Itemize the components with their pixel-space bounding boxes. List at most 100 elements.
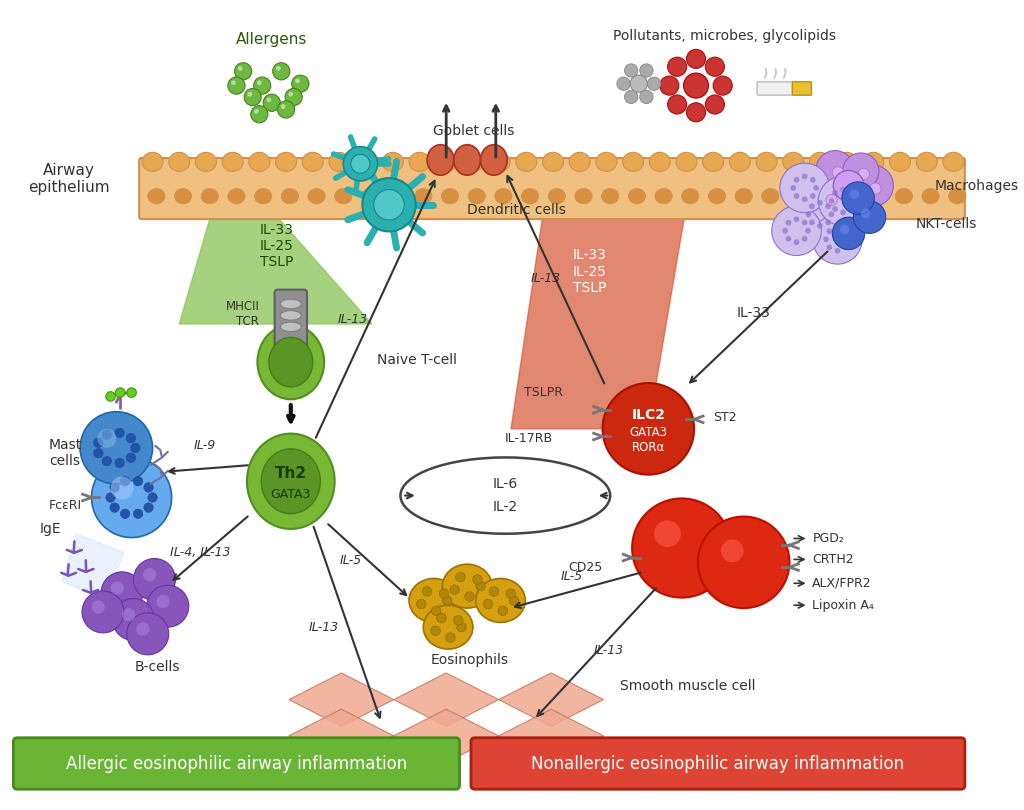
- Circle shape: [110, 503, 120, 513]
- Ellipse shape: [281, 322, 301, 331]
- Text: RORα: RORα: [632, 441, 665, 454]
- Circle shape: [147, 492, 158, 502]
- Polygon shape: [179, 160, 372, 324]
- Circle shape: [805, 228, 811, 233]
- Circle shape: [833, 217, 864, 249]
- Circle shape: [632, 498, 731, 598]
- Circle shape: [846, 237, 852, 242]
- Ellipse shape: [895, 189, 912, 204]
- Circle shape: [143, 483, 154, 492]
- Circle shape: [272, 62, 290, 80]
- Circle shape: [840, 225, 850, 234]
- Circle shape: [721, 539, 743, 562]
- Circle shape: [476, 582, 485, 591]
- Text: MHCII
TCR: MHCII TCR: [225, 301, 259, 328]
- Ellipse shape: [842, 189, 859, 204]
- Ellipse shape: [415, 189, 432, 204]
- Circle shape: [295, 79, 300, 83]
- Circle shape: [684, 73, 709, 98]
- Circle shape: [809, 220, 815, 225]
- Circle shape: [706, 95, 724, 114]
- Circle shape: [465, 592, 474, 601]
- Ellipse shape: [543, 152, 563, 172]
- Circle shape: [616, 77, 630, 91]
- Circle shape: [809, 177, 849, 217]
- Text: FcεRI: FcεRI: [48, 499, 81, 512]
- Ellipse shape: [436, 152, 457, 172]
- Text: IL-17RB: IL-17RB: [505, 432, 553, 445]
- Text: IL-2: IL-2: [493, 500, 518, 514]
- Text: ILC2: ILC2: [632, 408, 666, 423]
- Polygon shape: [394, 709, 499, 762]
- Circle shape: [244, 88, 261, 105]
- Text: IL-9: IL-9: [194, 440, 216, 453]
- Circle shape: [828, 198, 835, 204]
- Ellipse shape: [255, 189, 271, 204]
- Text: IgE: IgE: [40, 522, 61, 536]
- Ellipse shape: [275, 152, 297, 172]
- Circle shape: [289, 92, 293, 96]
- Circle shape: [113, 599, 155, 641]
- Ellipse shape: [815, 189, 833, 204]
- Ellipse shape: [489, 152, 510, 172]
- Circle shape: [254, 109, 259, 113]
- Circle shape: [254, 77, 270, 94]
- Circle shape: [706, 58, 724, 76]
- Circle shape: [654, 520, 681, 547]
- Circle shape: [362, 178, 416, 232]
- Circle shape: [713, 76, 732, 95]
- Circle shape: [647, 77, 660, 91]
- Ellipse shape: [890, 152, 910, 172]
- Circle shape: [102, 456, 112, 466]
- Circle shape: [640, 90, 653, 104]
- Text: IL-33
IL-25
TSLP: IL-33 IL-25 TSLP: [572, 249, 606, 295]
- FancyBboxPatch shape: [471, 738, 965, 789]
- Text: IL-5: IL-5: [340, 554, 362, 567]
- Circle shape: [231, 80, 236, 85]
- Circle shape: [782, 228, 787, 233]
- Ellipse shape: [649, 152, 671, 172]
- Ellipse shape: [521, 189, 539, 204]
- Ellipse shape: [782, 152, 804, 172]
- Circle shape: [257, 80, 262, 85]
- Ellipse shape: [355, 152, 377, 172]
- Text: IL-13: IL-13: [530, 271, 560, 284]
- Ellipse shape: [454, 145, 480, 175]
- Ellipse shape: [196, 152, 216, 172]
- Polygon shape: [394, 673, 499, 727]
- Ellipse shape: [655, 189, 672, 204]
- Circle shape: [843, 245, 849, 250]
- Circle shape: [794, 216, 800, 222]
- Circle shape: [105, 492, 116, 502]
- Ellipse shape: [388, 189, 406, 204]
- Ellipse shape: [809, 152, 830, 172]
- Circle shape: [802, 236, 808, 241]
- Circle shape: [794, 177, 800, 183]
- Circle shape: [102, 430, 112, 440]
- Ellipse shape: [569, 152, 590, 172]
- Circle shape: [251, 105, 268, 123]
- Circle shape: [823, 237, 828, 242]
- Circle shape: [111, 582, 124, 595]
- Circle shape: [843, 153, 879, 190]
- Text: IL-4, IL-13: IL-4, IL-13: [170, 546, 230, 559]
- Ellipse shape: [281, 310, 301, 320]
- Text: Airway
epithelium: Airway epithelium: [28, 163, 110, 195]
- Circle shape: [248, 92, 252, 96]
- Circle shape: [127, 388, 136, 398]
- Ellipse shape: [409, 578, 459, 622]
- Text: Allergic eosinophilic airway inflammation: Allergic eosinophilic airway inflammatio…: [66, 756, 408, 774]
- Circle shape: [826, 228, 833, 234]
- Polygon shape: [289, 673, 394, 727]
- Ellipse shape: [382, 152, 403, 172]
- Circle shape: [843, 228, 849, 234]
- Circle shape: [374, 190, 404, 220]
- Circle shape: [659, 76, 679, 95]
- Circle shape: [292, 75, 309, 92]
- Polygon shape: [511, 160, 694, 428]
- Circle shape: [343, 147, 378, 181]
- Ellipse shape: [201, 189, 218, 204]
- Ellipse shape: [249, 152, 269, 172]
- Ellipse shape: [228, 189, 245, 204]
- Text: B-cells: B-cells: [134, 660, 180, 674]
